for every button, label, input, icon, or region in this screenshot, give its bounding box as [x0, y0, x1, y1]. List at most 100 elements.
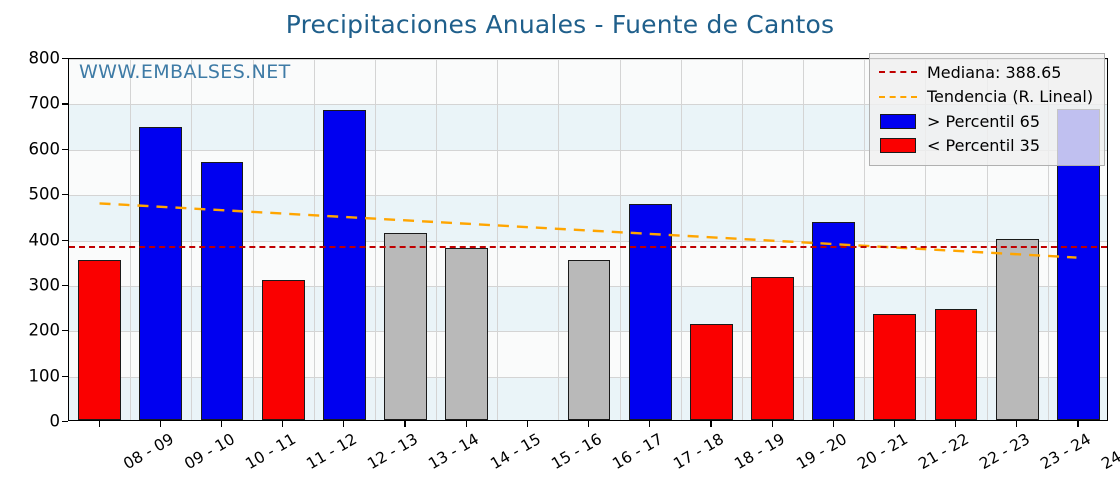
bar-16-17: [567, 259, 611, 420]
y-axis: 0 100 200 300 400 500 600 700 800: [0, 0, 68, 500]
gridline-horizontal: [69, 240, 1107, 242]
legend-patch-blue-icon: [880, 113, 916, 129]
gridline-vertical: [986, 59, 988, 420]
gridline-vertical: [191, 59, 193, 420]
gridline-vertical: [619, 59, 621, 420]
gridline-vertical: [436, 59, 438, 420]
x-tick-label: 19 - 20: [792, 430, 850, 474]
gridline-horizontal: [69, 149, 1107, 151]
bar-19-20: [751, 277, 794, 420]
y-tick-mark: [62, 421, 68, 423]
x-tick-mark: [955, 421, 957, 427]
y-tick-label: 800: [28, 48, 61, 68]
x-tick-mark: [343, 421, 345, 427]
bar-11-12: [261, 280, 305, 420]
page-title: Precipitaciones Anuales - Fuente de Cant…: [285, 10, 835, 39]
y-tick-mark: [62, 148, 68, 150]
gridline-vertical: [313, 59, 315, 420]
y-tick-label: 600: [28, 139, 61, 159]
x-tick-mark: [832, 421, 834, 427]
x-tick-mark: [282, 421, 284, 427]
gridline-horizontal: [69, 59, 1107, 60]
watermark-text: WWW.EMBALSES.NET: [79, 61, 291, 83]
x-tick-label: 17 - 18: [670, 430, 728, 474]
median-reference-line: [69, 245, 1107, 248]
bar-09-10: [139, 127, 183, 420]
x-tick-label: 14 - 15: [486, 430, 544, 474]
x-tick-label: 22 - 23: [976, 430, 1033, 474]
bar-17-18: [628, 204, 672, 420]
gridline-vertical: [864, 59, 866, 420]
y-tick-label: 300: [28, 275, 61, 295]
x-tick-mark: [1016, 421, 1018, 427]
x-tick-mark: [1077, 421, 1079, 427]
x-tick-label: 24 - 25: [1098, 430, 1120, 474]
legend-label: < Percentil 35: [927, 136, 1041, 156]
y-tick-label: 100: [28, 366, 61, 386]
bar-21-22: [873, 314, 917, 420]
x-tick-mark: [159, 421, 161, 427]
gridline-vertical: [374, 59, 376, 420]
y-tick-mark: [62, 194, 68, 196]
x-tick-mark: [710, 421, 712, 427]
bar-12-13: [322, 110, 366, 420]
x-tick-mark: [404, 421, 406, 427]
gridline-vertical: [558, 59, 560, 420]
legend-item: Mediana: 388.65: [878, 60, 1096, 85]
y-tick-mark: [62, 239, 68, 241]
y-tick-mark: [62, 284, 68, 287]
bar-13-14: [384, 233, 427, 420]
bar-10-11: [200, 162, 244, 420]
y-tick-label: 0: [49, 411, 61, 431]
y-tick-label: 200: [28, 320, 61, 340]
x-tick-label: 08 - 09: [119, 430, 177, 474]
y-tick-label: 500: [28, 184, 61, 204]
x-tick-label: 23 - 24: [1037, 430, 1095, 474]
gridline-horizontal: [69, 104, 1107, 106]
gridline-vertical: [1047, 59, 1049, 420]
legend-dash-trend-icon: [879, 95, 917, 98]
x-tick-label: 13 - 14: [425, 430, 483, 474]
gridline-vertical: [925, 59, 927, 420]
x-tick-mark: [771, 421, 773, 427]
legend-label: Mediana: 388.65: [927, 62, 1062, 82]
gridline-horizontal: [69, 195, 1107, 197]
y-tick-mark: [62, 58, 68, 60]
bar-18-19: [689, 324, 733, 420]
legend-dash-median-icon: [879, 71, 917, 74]
x-tick-label: 20 - 21: [854, 430, 911, 474]
gridline-vertical: [680, 59, 682, 420]
legend: Mediana: 388.65 Tendencia (R. Lineal) > Pe…: [869, 53, 1105, 166]
x-tick-label: 09 - 10: [181, 430, 238, 474]
bar-22-23: [934, 309, 978, 420]
legend-label: Tendencia (R. Lineal): [927, 87, 1094, 107]
legend-item: Tendencia (R. Lineal): [878, 85, 1096, 110]
legend-item: > Percentil 65: [878, 109, 1096, 134]
bar-08-09: [78, 259, 121, 420]
x-tick-label: 11 - 12: [303, 430, 361, 474]
y-tick-mark: [62, 375, 68, 377]
y-tick-label: 400: [28, 230, 61, 249]
bar-20-21: [812, 222, 856, 420]
x-tick-label: 18 - 19: [731, 430, 789, 474]
y-tick-mark: [62, 103, 68, 105]
x-tick-mark: [220, 421, 223, 427]
bar-23-24: [995, 238, 1039, 420]
y-tick-label: 700: [28, 93, 61, 113]
legend-item: < Percentil 35: [878, 134, 1096, 159]
gridline-vertical: [252, 59, 254, 420]
x-tick-mark: [649, 421, 651, 427]
x-tick-label: 10 - 11: [242, 430, 299, 474]
x-tick-mark: [465, 421, 467, 427]
gridline-vertical: [741, 59, 743, 420]
x-tick-label: 21 - 22: [915, 430, 972, 474]
x-tick-label: 16 - 17: [609, 430, 666, 474]
x-tick-mark: [98, 421, 100, 427]
x-tick-mark: [588, 421, 590, 427]
gridline-vertical: [130, 59, 132, 420]
y-tick-mark: [62, 330, 68, 332]
x-tick-label: 12 - 13: [364, 430, 422, 474]
gridline-vertical: [497, 59, 499, 420]
